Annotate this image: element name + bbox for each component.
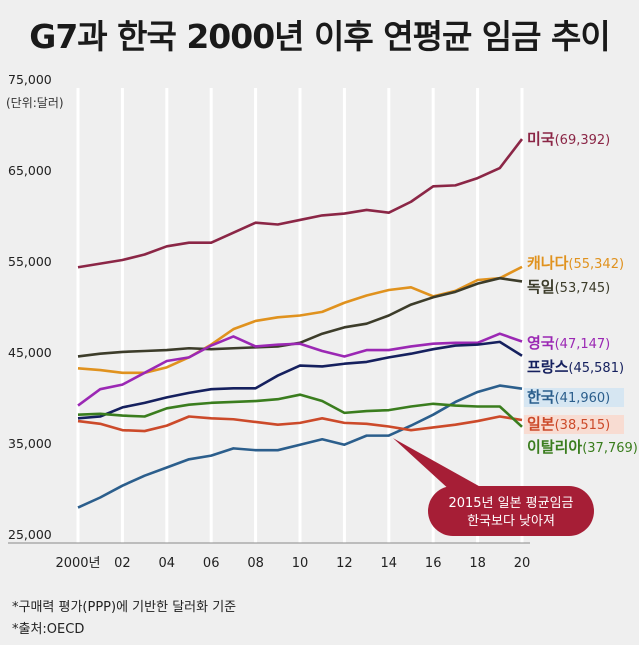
series-name: 한국 xyxy=(527,388,555,406)
series-name: 독일 xyxy=(527,278,555,296)
x-tick-label: 12 xyxy=(336,556,353,571)
y-tick-label: 55,000 xyxy=(8,254,52,269)
x-tick-label: 06 xyxy=(203,556,220,571)
series-label: 한국(41,960) xyxy=(527,388,610,406)
series-value: (41,960) xyxy=(555,391,611,406)
y-tick-label: 35,000 xyxy=(8,436,52,451)
series-label: 캐나다(55,342) xyxy=(527,254,624,272)
callout: 2015년 일본 평균임금 한국보다 낮아져 xyxy=(393,438,594,536)
series-value: (53,745) xyxy=(555,281,611,296)
callout-line-1: 2015년 일본 평균임금 xyxy=(448,496,573,511)
series-value: (38,515) xyxy=(555,418,611,433)
x-tick-label: 08 xyxy=(247,556,264,571)
y-tick-label: 25,000 xyxy=(8,527,52,542)
chart-title: G7과 한국 2000년 이후 연평균 임금 추이 xyxy=(29,17,611,56)
series-name: 영국 xyxy=(527,334,555,352)
y-tick-label: 65,000 xyxy=(8,163,52,178)
series-value: (69,392) xyxy=(555,133,611,148)
series-label: 프랑스(45,581) xyxy=(527,358,624,376)
callout-line-2: 한국보다 낮아져 xyxy=(467,514,555,529)
series-name: 이탈리아 xyxy=(527,438,582,456)
series-label: 독일(53,745) xyxy=(527,278,610,296)
series-name: 프랑스 xyxy=(527,358,569,376)
y-tick-label: 75,000 xyxy=(8,72,52,87)
series-value: (47,147) xyxy=(555,337,611,352)
series-value: (37,769) xyxy=(582,441,638,456)
series-labels: 미국(69,392) 캐나다(55,342) 독일(53,745) 영국(47,147… xyxy=(524,130,638,456)
footnote-source: *출처:OECD xyxy=(12,622,85,637)
series-label-highlight xyxy=(524,415,624,434)
series-value: (55,342) xyxy=(568,257,624,272)
series-line xyxy=(77,332,523,407)
series-lines xyxy=(77,138,524,509)
series-line xyxy=(77,393,523,428)
series-label-highlight xyxy=(524,388,624,407)
callout-box xyxy=(428,486,594,536)
x-tick-label: 04 xyxy=(159,556,176,571)
x-tick-label: 10 xyxy=(292,556,309,571)
series-name: 캐나다 xyxy=(527,254,569,272)
x-tick-label: 2000년 xyxy=(55,556,100,571)
series-label: 미국(69,392) xyxy=(527,130,610,148)
callout-pointer xyxy=(393,438,486,492)
series-line xyxy=(77,340,523,420)
x-tick-label: 02 xyxy=(114,556,131,571)
x-tick-label: 16 xyxy=(425,556,442,571)
series-name: 미국 xyxy=(527,130,555,148)
x-tick-label: 18 xyxy=(469,556,486,571)
series-label: 이탈리아(37,769) xyxy=(527,438,638,456)
axes: 25,000 35,000 45,000 55,000 65,000 75,000 2000… xyxy=(8,72,530,571)
series-label: 영국(47,147) xyxy=(527,334,610,352)
series-label: 일본(38,515) xyxy=(527,415,610,433)
x-tick-label: 20 xyxy=(514,556,531,571)
footnote-ppp: *구매력 평가(PPP)에 기반한 달러화 기준 xyxy=(12,600,237,615)
series-line xyxy=(77,415,523,433)
series-name: 일본 xyxy=(527,415,555,433)
series-value: (45,581) xyxy=(568,361,624,376)
unit-label: (단위:달러) xyxy=(6,96,64,110)
x-tick-label: 14 xyxy=(381,556,398,571)
y-tick-label: 45,000 xyxy=(8,345,52,360)
series-line xyxy=(77,138,524,269)
